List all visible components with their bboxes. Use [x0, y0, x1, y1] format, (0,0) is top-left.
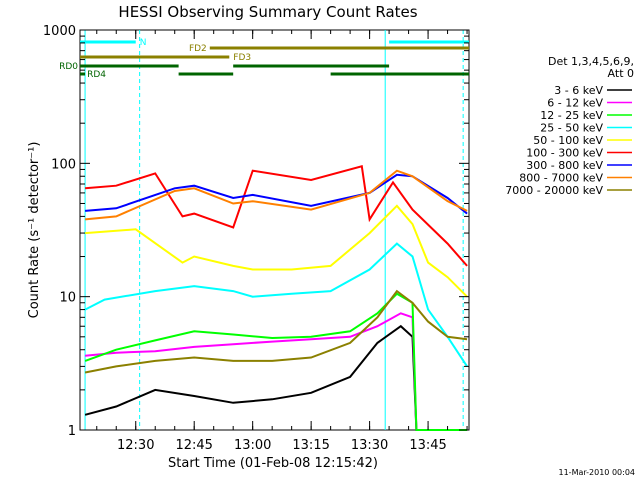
legend-label-7: 800 - 7000 keV [519, 172, 603, 185]
legend-label-3: 25 - 50 keV [540, 122, 603, 135]
series-line-5 [85, 165, 468, 267]
flag-bars: N FD2 FD3 RD0 RD4 [59, 38, 469, 80]
x-tick-label-3: 13:15 [292, 438, 329, 453]
flag-label-rd4: RD4 [87, 70, 106, 80]
y-axis-ticks: 1 10 100 1000 [43, 24, 469, 439]
series-line-7 [85, 169, 468, 221]
x-tick-label-2: 13:00 [234, 438, 271, 453]
series-line-8 [84, 289, 468, 374]
flag-label-n: N [140, 38, 147, 48]
y-tick-label-1: 10 [59, 291, 76, 306]
y-tick-label-2: 100 [51, 157, 76, 172]
legend-title-line-1: Att 0 [608, 67, 634, 80]
y-axis-label: Count Rate (s⁻¹ detector⁻¹) [27, 142, 42, 319]
series-line-3 [84, 242, 468, 367]
x-tick-label-4: 13:30 [351, 438, 388, 453]
footer-timestamp: 11-Mar-2010 00:04 [559, 468, 636, 477]
legend-label-8: 7000 - 20000 keV [505, 184, 603, 197]
x-tick-label-1: 12:45 [175, 438, 212, 453]
legend-label-6: 300 - 800 keV [526, 159, 603, 172]
series-line-4 [85, 204, 468, 298]
flag-label-fd2: FD2 [189, 44, 207, 54]
legend-label-1: 6 - 12 keV [547, 97, 603, 110]
legend-label-0: 3 - 6 keV [554, 84, 603, 97]
x-tick-label-0: 12:30 [117, 438, 154, 453]
legend-label-2: 12 - 25 keV [540, 109, 603, 122]
x-axis-ticks: 12:30 12:45 13:00 13:15 13:30 13:45 [96, 30, 468, 453]
chart-title: HESSI Observing Summary Count Rates [118, 3, 417, 21]
y-tick-label-3: 1000 [43, 24, 76, 39]
marker-lines [84, 30, 464, 430]
series-lines [84, 165, 468, 431]
legend-label-5: 100 - 300 keV [526, 147, 603, 160]
plot-frame [79, 29, 470, 431]
legend-label-4: 50 - 100 keV [533, 134, 603, 147]
legend-title-line-0: Det 1,3,4,5,6,9, [548, 55, 634, 68]
flag-label-fd3: FD3 [233, 53, 251, 63]
x-tick-label-5: 13:45 [409, 438, 446, 453]
y-tick-label-0: 1 [68, 424, 76, 439]
flag-label-rd0: RD0 [59, 62, 78, 72]
x-axis-label: Start Time (01-Feb-08 12:15:42) [168, 456, 378, 471]
